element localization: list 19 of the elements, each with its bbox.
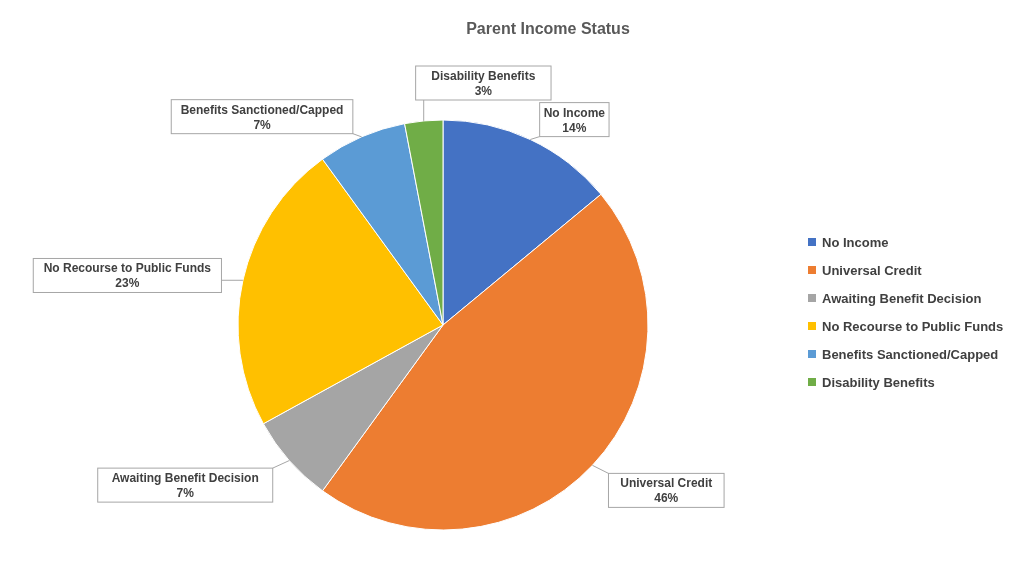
slice-label: Benefits Sanctioned/Capped [180,102,344,117]
legend-label: Awaiting Benefit Decision [822,290,982,306]
chart-title: Parent Income Status [465,20,631,38]
slice-label: No Recourse to Public Funds [43,261,212,276]
legend-label: No Recourse to Public Funds [822,318,1004,334]
slice-label: No Income [543,105,606,120]
data-label: 14% [562,120,587,135]
data-label: 3% [474,84,493,99]
data-label: 46% [654,491,679,506]
slice-label: Universal Credit [620,476,713,491]
legend-label: Disability Benefits [822,374,935,390]
legend-label: Benefits Sanctioned/Capped [822,346,999,362]
slice-label: Awaiting Benefit Decision [111,471,259,486]
data-label: 7% [176,486,195,501]
data-label: 7% [253,117,272,132]
legend-label: Universal Credit [822,262,922,278]
legend-label: No Income [822,234,889,250]
slice-label: Disability Benefits [431,69,536,84]
data-label: 23% [115,276,140,291]
